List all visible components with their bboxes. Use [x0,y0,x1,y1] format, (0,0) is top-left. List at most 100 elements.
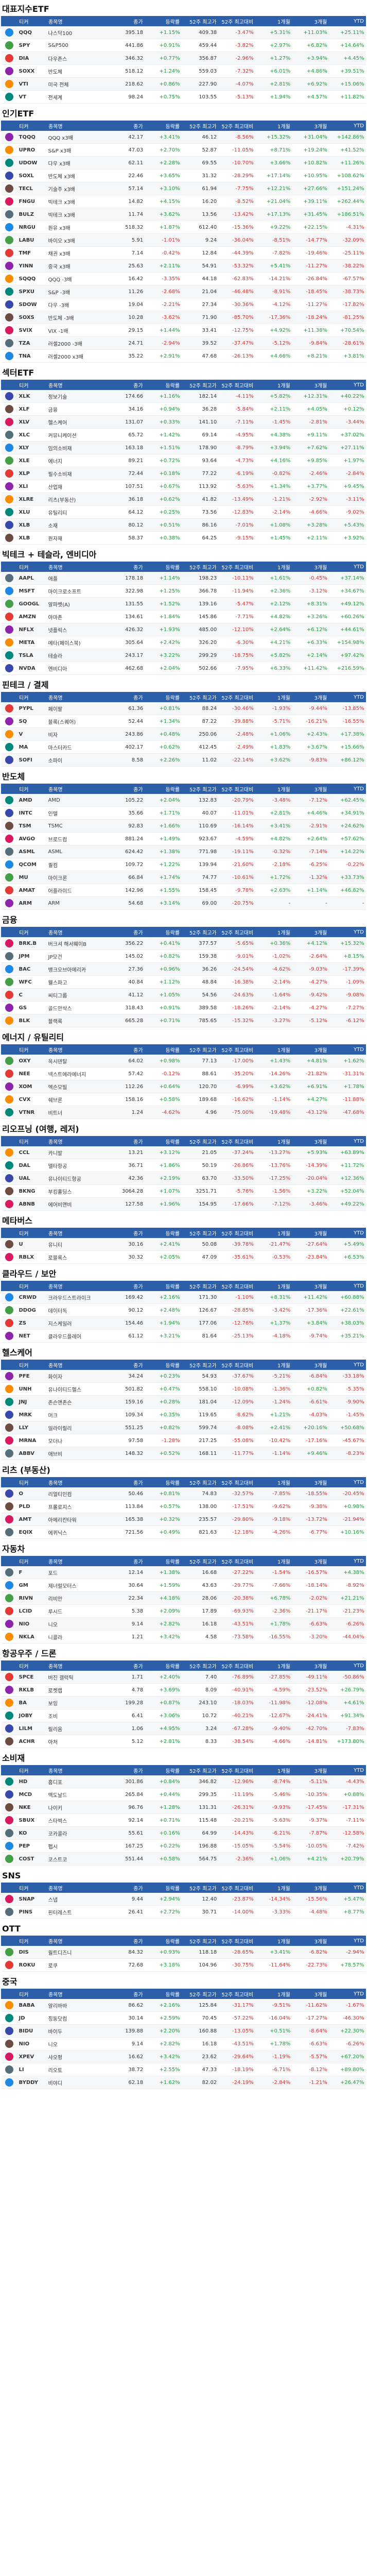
table-row[interactable]: PLD 프롤로지스 113.84 +0.57% 138.00 -17.51% -9.62% -… [1,1500,366,1513]
column-header[interactable]: 종목명 [46,692,108,702]
table-row[interactable]: XLB 소재 80.12 +0.51% 86.16 -7.01% +1.08% +3.28% +… [1,518,366,532]
table-row[interactable]: O 리얼티인컴 50.46 +0.81% 74.83 -32.57% -7.85% -18.5… [1,1487,366,1500]
column-header[interactable]: 3개월 [291,1989,329,1999]
table-row[interactable]: PINS 핀터레스트 26.41 +2.72% 30.71 -14.00% -3.33% -4… [1,1905,366,1919]
column-header[interactable]: 3개월 [291,927,329,937]
column-header[interactable]: 52주 최고가 [181,562,219,572]
column-header[interactable]: 티커 [17,1660,47,1671]
table-row[interactable]: MSFT 마이크로소프트 322.98 +1.25% 366.78 -11.94% +2.3… [1,584,366,598]
table-row[interactable]: DDOG 데이터독 90.12 +2.48% 126.67 -28.85% -3.42% -1… [1,1303,366,1317]
table-row[interactable]: TMF 채권 x3배 7.14 -0.42% 12.84 -44.39% -7.82% -19… [1,246,366,260]
table-row[interactable]: MU 마이크론 66.84 +1.74% 74.77 -10.61% +1.72% -1.32… [1,871,366,884]
table-row[interactable]: NKLA 니콜라 1.21 +3.42% 4.58 -73.58% -16.55% -3.20… [1,1630,366,1643]
column-header[interactable]: 52주 최고가 [181,1556,219,1566]
table-row[interactable]: NKE 나이키 96.76 +1.28% 131.31 -26.31% -9.93% -17.… [1,1801,366,1814]
table-row[interactable]: XOM 엑슨모빌 112.26 +0.64% 120.70 -6.99% +3.62% +6.… [1,1080,366,1093]
table-row[interactable]: XLC 커뮤니케이션 65.72 +1.42% 69.14 -4.95% +4.38% +9.… [1,428,366,442]
column-header[interactable]: 52주 최고가 [181,380,219,390]
column-header[interactable]: 52주 최고대비 [218,380,256,390]
table-row[interactable]: BKNG 부킹홀딩스 3064.28 +1.07% 3251.71 -5.76% -1.56… [1,1184,366,1198]
column-header[interactable]: 종가 [108,1228,145,1238]
column-header[interactable]: 종가 [108,1477,145,1487]
column-header[interactable]: YTD [328,1044,366,1055]
column-header[interactable]: 1개월 [255,784,292,794]
table-row[interactable]: XLK 정보기술 174.66 +1.16% 182.14 -4.11% +5.82% +12… [1,389,366,403]
column-header[interactable]: 52주 최고대비 [218,562,256,572]
column-header[interactable]: 52주 최고가 [181,1228,219,1238]
table-row[interactable]: KO 코카콜라 55.61 +0.16% 64.99 -14.43% -6.21% -7.87… [1,1826,366,1840]
column-header[interactable]: 종가 [108,1556,145,1566]
column-header[interactable]: 3개월 [291,692,329,702]
table-row[interactable]: AMD AMD 105.22 +2.04% 132.83 -20.79% -3.48% -7.… [1,793,366,807]
column-header[interactable]: 3개월 [291,121,329,131]
column-header[interactable]: 종가 [108,1360,145,1370]
column-header[interactable]: 종가 [108,1044,145,1055]
column-header[interactable]: 종목명 [46,121,108,131]
column-header[interactable]: 1개월 [255,121,292,131]
column-header[interactable]: 종목명 [46,380,108,390]
column-header[interactable]: YTD [328,1936,366,1946]
column-header[interactable]: 등락률 [144,1660,182,1671]
table-row[interactable]: SBUX 스타벅스 92.14 +0.71% 115.48 -20.21% -5.63% -9… [1,1814,366,1827]
column-header[interactable]: YTD [328,692,366,702]
table-row[interactable]: JD 징둥닷컴 30.14 +2.59% 70.45 -57.22% -16.04% -17.… [1,2011,366,2025]
column-header[interactable]: YTD [328,1360,366,1370]
table-row[interactable]: TECL 기술주 x3배 57.14 +3.10% 61.94 -7.75% +12.21%… [1,182,366,195]
table-row[interactable]: AMZN 아마존 134.61 +1.84% 145.86 -7.71% +4.82% +3.… [1,610,366,623]
column-header[interactable]: 1개월 [255,380,292,390]
column-header[interactable]: 종가 [108,562,145,572]
column-header[interactable]: 52주 최고대비 [218,1477,256,1487]
column-header[interactable]: YTD [328,1765,366,1775]
column-header[interactable]: 52주 최고가 [181,1660,219,1671]
table-row[interactable]: XPEV 샤오펑 16.62 +3.42% 23.62 -29.64% -1.19% -5.5… [1,2050,366,2063]
column-header[interactable]: 종목명 [46,1136,108,1146]
column-header[interactable]: 1개월 [255,1883,292,1893]
column-header[interactable]: 52주 최고대비 [218,16,256,26]
table-row[interactable]: EQIX 에퀴닉스 721.56 +0.49% 821.63 -12.18% -4.26% -… [1,1526,366,1539]
table-row[interactable]: ROKU 로쿠 72.68 +3.18% 104.96 -30.75% -11.64% -22… [1,1958,366,1972]
table-row[interactable]: XLI 산업재 107.51 +0.67% 113.92 -5.63% +1.34% +3.7… [1,480,366,493]
table-row[interactable]: ARM ARM 54.68 +3.14% 69.00 -20.75% - - - [1,896,366,910]
column-header[interactable]: 1개월 [255,1360,292,1370]
table-row[interactable]: ASML ASML 624.42 +1.38% 771.98 -19.11% -0.32% -… [1,845,366,858]
column-header[interactable]: YTD [328,1136,366,1146]
column-header[interactable]: 3개월 [291,1660,329,1671]
column-header[interactable]: 52주 최고가 [181,1281,219,1291]
column-header[interactable]: 티커 [17,1281,47,1291]
table-row[interactable]: DIA 다우존스 346.32 +0.77% 356.87 -2.96% +1.27% +3.… [1,52,366,65]
table-row[interactable]: F 포드 12.14 +1.38% 16.68 -27.22% -1.54% -16.57% +… [1,1566,366,1579]
column-header[interactable]: 종목명 [46,784,108,794]
table-row[interactable]: UDOW 다우 x3배 62.11 +2.28% 69.55 -10.70% +3.66% +… [1,156,366,170]
table-row[interactable]: SOXX 반도체 518.12 +1.24% 559.03 -7.32% +6.01% +4.… [1,64,366,78]
table-row[interactable]: AAPL 애플 178.18 +1.14% 198.23 -10.11% +1.61% -0.… [1,571,366,585]
table-row[interactable]: BLK 블랙록 665.28 +0.71% 785.65 -15.32% -3.27% -5.… [1,1014,366,1027]
table-row[interactable]: JNJ 존슨앤존슨 159.16 +0.28% 181.04 -12.09% -1.24% -… [1,1395,366,1409]
column-header[interactable]: 3개월 [291,1556,329,1566]
column-header[interactable]: 티커 [17,1477,47,1487]
column-header[interactable]: 등락률 [144,1477,182,1487]
column-header[interactable]: YTD [328,1660,366,1671]
table-row[interactable]: NEE 넥스트에라에너지 57.42 -0.12% 88.61 -35.20% -14.26… [1,1067,366,1080]
column-header[interactable]: 1개월 [255,927,292,937]
table-row[interactable]: COST 코스트코 551.44 +0.58% 564.75 -2.36% +1.06% +4… [1,1852,366,1866]
column-header[interactable]: 종가 [108,784,145,794]
table-row[interactable]: LABU 바이오 x3배 5.91 -1.01% 9.24 -36.04% -8.51% -1… [1,233,366,247]
table-row[interactable]: RIVN 리비안 22.34 +4.18% 28.06 -20.38% +6.78% -2.0… [1,1591,366,1605]
table-row[interactable]: DIS 월트디즈니 84.32 +0.93% 118.18 -28.65% +3.41% -6… [1,1945,366,1959]
column-header[interactable]: 3개월 [291,1136,329,1146]
column-header[interactable]: 3개월 [291,380,329,390]
table-row[interactable]: MRK 머크 109.34 +0.35% 119.65 -8.62% +1.21% -4.03… [1,1408,366,1421]
column-header[interactable]: 52주 최고대비 [218,1660,256,1671]
table-row[interactable]: SOXL 반도체 x3배 22.46 +3.65% 31.32 -28.29% +17.14… [1,169,366,182]
column-header[interactable]: 52주 최고대비 [218,784,256,794]
table-row[interactable]: RBLX 로블록스 30.32 +2.05% 47.09 -35.61% -0.53% -23… [1,1250,366,1264]
column-header[interactable]: 1개월 [255,1660,292,1671]
table-row[interactable]: C 씨티그룹 41.12 +1.05% 54.56 -24.63% -1.64% -9.42%… [1,988,366,1002]
column-header[interactable]: 1개월 [255,1765,292,1775]
table-row[interactable]: DAL 델타항공 36.71 +1.86% 50.19 -26.86% -13.76% -14… [1,1159,366,1172]
column-header[interactable]: 52주 최고대비 [218,1989,256,1999]
table-row[interactable]: BIDU 바이두 139.88 +2.20% 160.88 -13.05% +0.51% -8… [1,2024,366,2038]
column-header[interactable]: 종가 [108,1136,145,1146]
column-header[interactable]: 등락률 [144,1136,182,1146]
column-header[interactable]: YTD [328,784,366,794]
